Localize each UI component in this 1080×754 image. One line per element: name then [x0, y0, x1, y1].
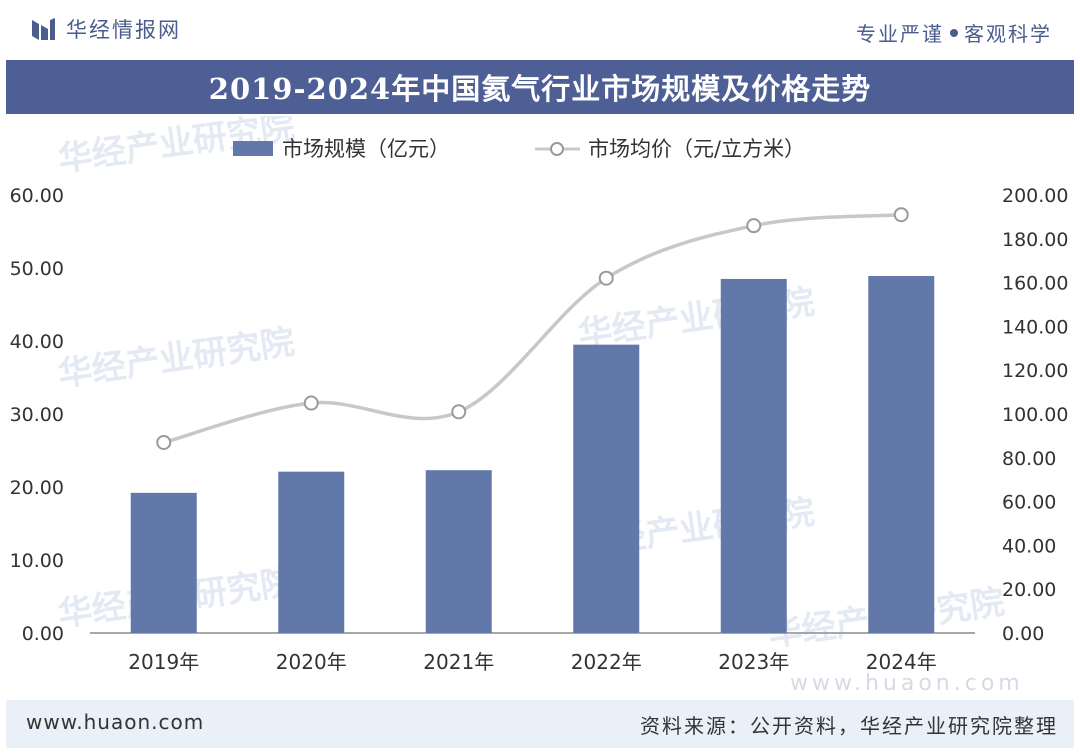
bar-market-size	[720, 278, 787, 633]
footer-site-link[interactable]: www.huaon.com	[26, 710, 205, 734]
price-point	[156, 434, 172, 450]
chart: 华经产业研究院华经产业研究院华经产业研究院华经产业研究院华经产业研究院华经产业研…	[10, 116, 1069, 696]
x-axis-labels: 2019年 2020年 2021年 2022年 2023年 2024年	[128, 650, 936, 674]
brand[interactable]: 华经情报网	[30, 14, 181, 44]
footer-source: 资料来源：公开资料，华经产业研究院整理	[640, 714, 1058, 738]
x-tick-label: 2021年	[423, 650, 494, 674]
y-left-tick-label: 20.00	[10, 477, 64, 499]
x-tick-label: 2019年	[128, 650, 199, 674]
price-point	[303, 395, 319, 411]
title-bar: 2019-2024年中国氦气行业市场规模及价格走势	[6, 60, 1074, 114]
price-line-path	[163, 212, 902, 445]
legend-bar-label: 市场规模（亿元）	[282, 137, 450, 161]
slogan-right: 客观科学	[964, 22, 1052, 46]
y-right-tick-label: 100.00	[1002, 404, 1068, 426]
x-tick-label: 2024年	[866, 650, 937, 674]
x-tick-label: 2023年	[718, 650, 789, 674]
bar-market-size	[425, 470, 492, 633]
watermark-text: 华经产业研究院	[56, 322, 297, 395]
y-left-tick-label: 60.00	[10, 185, 64, 207]
legend-bar-swatch	[233, 141, 273, 156]
legend-line-marker	[550, 142, 564, 156]
y-right-tick-label: 180.00	[1002, 229, 1068, 251]
axes: 0.00 10.00 20.00 30.00 40.00 50.00 60.00 0.00 20…	[10, 185, 1069, 645]
y-right-tick-label: 140.00	[1002, 316, 1068, 338]
price-point	[451, 404, 467, 420]
legend-line-label: 市场均价（元/立方米）	[588, 137, 805, 161]
top-bar: 华经情报网 专业严谨 客观科学	[0, 0, 1080, 58]
y-right-tick-label: 0.00	[1002, 623, 1044, 645]
legend: 市场规模（亿元） 市场均价（元/立方米）	[233, 137, 805, 161]
y-right-tick-label: 160.00	[1002, 273, 1068, 295]
y-right-tick-label: 80.00	[1002, 448, 1056, 470]
y-left-tick-label: 40.00	[10, 331, 64, 353]
bars	[130, 276, 935, 633]
footer: www.huaon.com 资料来源：公开资料，华经产业研究院整理	[6, 700, 1074, 748]
brand-logo-icon	[32, 18, 55, 40]
watermark-url: www.huaon.com	[790, 671, 1024, 696]
price-point	[893, 207, 909, 223]
brand-name: 华经情报网	[66, 18, 181, 42]
y-right-tick-label: 60.00	[1002, 492, 1056, 514]
slogan-dot-icon	[950, 28, 958, 37]
bar-market-size	[868, 276, 935, 633]
y-right-tick-label: 200.00	[1002, 185, 1068, 207]
slogan: 专业严谨 客观科学	[856, 18, 1052, 47]
x-tick-label: 2022年	[571, 650, 642, 674]
bar-market-size	[130, 492, 197, 633]
price-point	[746, 218, 762, 234]
slogan-left: 专业严谨	[856, 22, 944, 46]
y-right-tick-label: 120.00	[1002, 360, 1068, 382]
price-line	[156, 207, 909, 450]
bar-market-size	[278, 471, 345, 633]
x-tick-label: 2020年	[276, 650, 347, 674]
y-left-tick-label: 30.00	[10, 404, 64, 426]
y-right-tick-label: 40.00	[1002, 535, 1056, 557]
y-left-tick-label: 10.00	[10, 550, 64, 572]
price-point	[598, 270, 614, 286]
y-right-tick-label: 20.00	[1002, 579, 1056, 601]
y-left-tick-label: 0.00	[22, 623, 64, 645]
y-left-tick-label: 50.00	[10, 258, 64, 280]
chart-title: 2019-2024年中国氦气行业市场规模及价格走势	[208, 72, 872, 106]
bar-market-size	[573, 344, 640, 633]
